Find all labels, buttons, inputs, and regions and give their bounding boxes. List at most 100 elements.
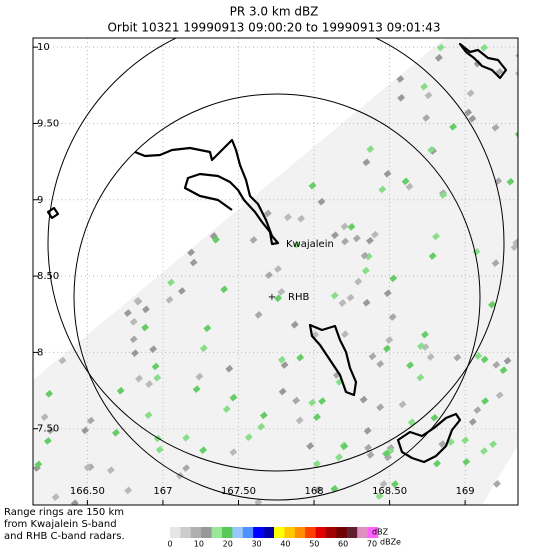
radar-pixel — [259, 411, 268, 420]
radar-pixel — [83, 463, 92, 472]
radar-pixel — [428, 252, 437, 260]
radar-pixel — [433, 459, 441, 468]
colorbar-tick-label: 10 — [194, 540, 204, 548]
radar-pixel — [86, 416, 95, 425]
place-label: Kwajalein — [286, 239, 334, 250]
radar-pixel — [382, 449, 391, 458]
radar-pixel — [515, 69, 518, 77]
colorbar-swatch — [242, 527, 254, 538]
radar-pixel — [354, 277, 363, 286]
radar-pixel — [209, 232, 218, 240]
radar-pixel — [397, 93, 406, 102]
radar-pixel — [306, 442, 315, 450]
radar-pixel — [265, 271, 273, 280]
radar-pixel — [313, 413, 321, 421]
colorbar-tick-label: 60 — [338, 540, 348, 548]
radar-pixel — [229, 393, 238, 402]
radar-pixel — [368, 352, 377, 361]
radar-pixel — [383, 169, 392, 178]
radar-pixel — [317, 197, 326, 206]
radar-pixel — [278, 387, 287, 396]
radar-pixel — [58, 356, 67, 365]
radar-pixel — [383, 344, 391, 353]
y-tick-label: 9.50 — [37, 118, 59, 129]
y-tick-label: 10 — [37, 42, 50, 53]
radar-pixel — [390, 480, 399, 488]
radar-pixel — [366, 451, 375, 459]
radar-pixel — [254, 311, 263, 319]
radar-pixel — [361, 266, 370, 275]
colorbar-swatch — [357, 527, 368, 538]
radar-pixel — [189, 258, 198, 267]
radar-pixel — [155, 445, 164, 454]
radar-pixel — [142, 305, 150, 314]
radar-pixel — [492, 360, 501, 369]
colorbar-tick-label: 30 — [251, 540, 261, 548]
colorbar-swatch — [190, 527, 202, 538]
radar-pixel — [212, 235, 220, 244]
radar-pixel — [421, 343, 430, 351]
radar-pixel — [398, 400, 407, 409]
radar-pixel — [389, 274, 398, 283]
atoll — [458, 42, 508, 80]
y-tick-label: 8.50 — [37, 271, 59, 282]
colorbar-tick-label: 0 — [167, 540, 172, 548]
radar-pixel — [244, 433, 253, 442]
radar-pixel — [43, 437, 52, 445]
radar-pixel — [331, 231, 339, 240]
radar-pixel — [284, 213, 292, 222]
radar-pixel — [481, 397, 489, 405]
radar-pixel — [149, 345, 158, 354]
radar-pixel — [124, 486, 133, 495]
radar-pixel — [199, 446, 208, 455]
radar-pixel — [70, 499, 79, 505]
radar-pixel — [424, 91, 433, 100]
radar-pixel — [364, 252, 373, 261]
radar-pixel — [366, 236, 374, 245]
atoll — [396, 412, 462, 464]
radar-pixel — [182, 464, 191, 472]
radar-pixel — [480, 355, 489, 364]
colorbar-tick-label: 50 — [309, 540, 319, 548]
radar-pixel — [379, 480, 388, 488]
colorbar-swatch — [336, 527, 348, 538]
radar-pixel — [116, 386, 125, 395]
radar-pixel — [385, 336, 394, 344]
radar-pixel — [144, 411, 153, 419]
radar-pixel — [112, 428, 120, 437]
radar-pixel — [491, 123, 500, 132]
radar-pixel — [364, 443, 372, 452]
radar-pixel — [151, 362, 160, 371]
colorbar-tick-label: 40 — [280, 540, 290, 548]
radar-pixel — [453, 353, 462, 362]
radar-pixel — [438, 440, 447, 448]
colorbar-swatch — [180, 527, 192, 538]
note-line: from Kwajalein S-band — [4, 519, 117, 530]
radar-pixel — [346, 293, 355, 302]
radar-pixel — [427, 145, 436, 154]
radar-pixel — [182, 433, 191, 442]
swath — [33, 38, 518, 505]
radar-pixel — [422, 114, 431, 122]
colorbar-units: dBZe — [380, 538, 401, 547]
radar-pixel — [225, 364, 234, 373]
colorbar-swatch — [201, 527, 212, 538]
radar-pixel — [40, 413, 49, 421]
radar-pixel — [491, 259, 500, 267]
radar-pixel — [416, 373, 425, 382]
radar-pixel — [468, 418, 477, 426]
range-ring — [47, 38, 505, 472]
radar-pixel — [313, 460, 321, 468]
radar-pixel — [195, 372, 204, 381]
radar-pixel — [430, 413, 439, 422]
radar-pixel — [167, 278, 175, 287]
radar-pixel — [297, 214, 306, 223]
radar-pixel — [473, 59, 482, 68]
colorbar-swatch — [315, 527, 327, 538]
colorbar-tick-label: 70 — [367, 540, 377, 548]
radar-pixel — [383, 289, 392, 298]
radar-pixel — [165, 295, 174, 304]
colorbar-swatch — [326, 527, 337, 538]
radar-pixel — [296, 353, 305, 362]
